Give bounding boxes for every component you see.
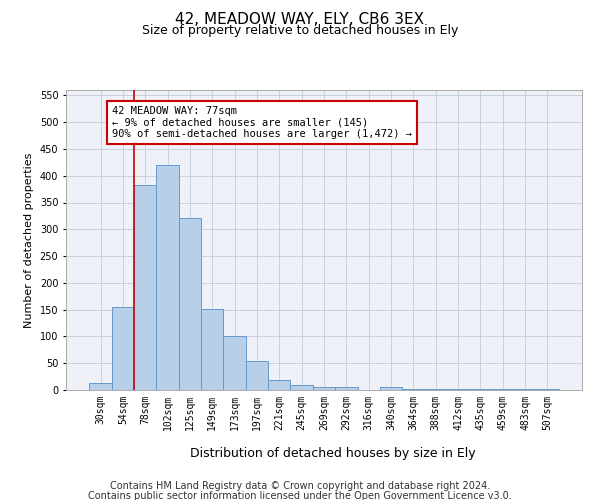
Bar [313,388,335,390]
Bar [469,389,491,390]
Text: Size of property relative to detached houses in Ely: Size of property relative to detached ho… [142,24,458,37]
Bar [268,380,290,390]
Text: 42 MEADOW WAY: 77sqm
← 9% of detached houses are smaller (145)
90% of semi-detac: 42 MEADOW WAY: 77sqm ← 9% of detached ho… [112,106,412,140]
Y-axis label: Number of detached properties: Number of detached properties [24,152,34,328]
Bar [290,384,313,390]
Bar [179,218,201,390]
Bar [425,389,447,390]
Bar [402,389,425,390]
Bar [157,165,179,390]
Bar [134,185,157,390]
Bar [223,336,246,390]
Bar [246,360,268,390]
Text: 42, MEADOW WAY, ELY, CB6 3EX: 42, MEADOW WAY, ELY, CB6 3EX [175,12,425,28]
Bar [112,307,134,390]
Bar [536,389,559,390]
Text: Contains HM Land Registry data © Crown copyright and database right 2024.: Contains HM Land Registry data © Crown c… [110,481,490,491]
Bar [89,383,112,390]
Text: Distribution of detached houses by size in Ely: Distribution of detached houses by size … [190,448,476,460]
Text: Contains public sector information licensed under the Open Government Licence v3: Contains public sector information licen… [88,491,512,500]
Bar [335,388,358,390]
Bar [201,308,223,390]
Bar [514,389,536,390]
Bar [380,388,402,390]
